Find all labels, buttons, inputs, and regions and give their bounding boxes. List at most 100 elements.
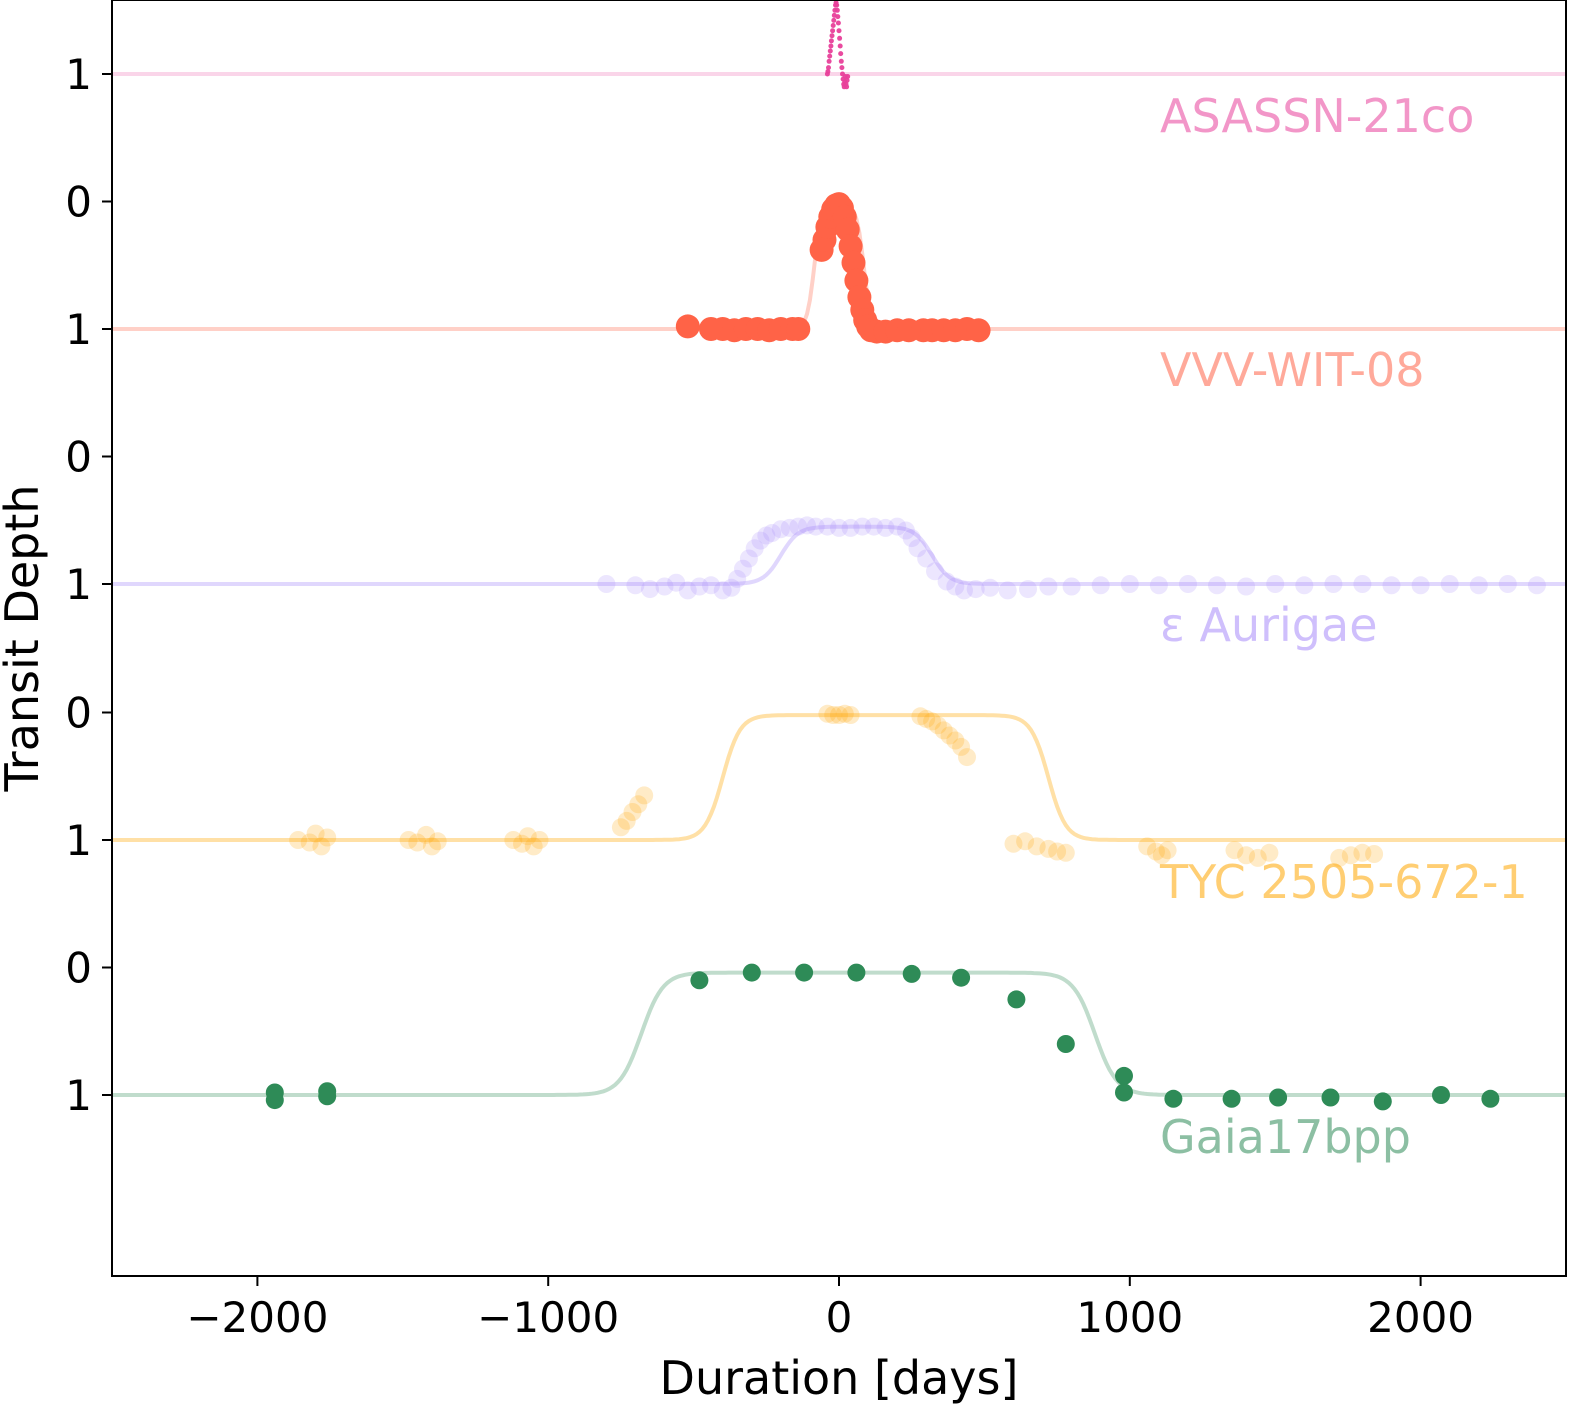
data-point	[834, 2, 840, 8]
data-point	[1353, 575, 1372, 593]
data-point	[786, 317, 811, 341]
x-tick-label: 2000	[1367, 1293, 1474, 1342]
data-point	[318, 828, 337, 847]
data-point	[1324, 575, 1343, 593]
data-point	[623, 803, 642, 821]
y-tick-label: 1	[65, 816, 92, 865]
x-tick-label: −1000	[477, 1293, 619, 1342]
data-point	[757, 526, 776, 545]
data-point	[838, 51, 844, 57]
data-point	[742, 963, 761, 982]
data-point	[1373, 1092, 1392, 1111]
data-point	[844, 77, 850, 83]
data-point	[771, 520, 790, 539]
data-point	[530, 831, 549, 849]
data-point	[952, 968, 971, 987]
data-point	[818, 704, 837, 723]
data-point	[1440, 575, 1459, 593]
data-point	[690, 577, 709, 596]
data-point	[917, 549, 936, 568]
data-point	[524, 837, 543, 856]
data-point	[1149, 576, 1168, 595]
data-point	[1411, 576, 1430, 595]
data-point	[629, 795, 648, 814]
data-point	[1330, 848, 1349, 867]
data-point	[722, 578, 741, 597]
data-point	[751, 531, 770, 550]
x-axis-ticks: −2000 −1000 0 1000 2000	[186, 1276, 1474, 1342]
series-0: ASASSN-21co	[112, 0, 1566, 143]
data-point	[981, 578, 1000, 597]
data-point	[734, 559, 752, 578]
data-point	[827, 48, 833, 54]
data-point	[504, 831, 523, 849]
data-point	[312, 837, 331, 856]
data-point	[1260, 843, 1279, 862]
series-label: TYC 2505-672-1	[1159, 855, 1528, 909]
data-point	[1432, 1086, 1450, 1104]
data-point	[896, 521, 915, 540]
data-point	[702, 576, 720, 595]
data-point	[1158, 841, 1177, 860]
data-point	[841, 518, 860, 537]
data-point	[826, 58, 832, 64]
data-point	[839, 65, 845, 71]
data-point	[318, 1087, 337, 1106]
data-point	[1039, 577, 1058, 596]
data-point	[1481, 1089, 1500, 1108]
model-curve	[112, 713, 1566, 842]
data-point	[827, 53, 833, 59]
data-point	[917, 709, 936, 728]
data-point	[844, 84, 850, 90]
data-point	[830, 28, 836, 34]
data-point	[908, 539, 927, 558]
data-point	[926, 562, 944, 581]
data-point	[265, 1083, 284, 1102]
data-point	[940, 726, 959, 745]
data-point	[834, 7, 840, 13]
data-point	[678, 581, 697, 600]
data-point	[1248, 848, 1267, 867]
data-point	[1222, 1089, 1241, 1108]
data-point	[1225, 841, 1244, 860]
data-point	[934, 721, 953, 740]
data-point	[888, 517, 907, 536]
data-point	[928, 716, 947, 735]
data-point	[1147, 842, 1165, 861]
series-label: ε Aurigae	[1160, 598, 1378, 652]
data-point	[902, 964, 921, 983]
data-point	[1341, 846, 1360, 865]
y-tick-label: 1	[65, 305, 92, 354]
data-point	[1027, 837, 1046, 856]
data-point	[1091, 576, 1110, 595]
data-point	[837, 35, 843, 41]
y-axis-ticks: 1010101010	[65, 50, 112, 1120]
data-point	[597, 575, 616, 593]
data-point	[1019, 580, 1037, 599]
y-axis-label: Transit Depth	[0, 484, 49, 792]
data-point	[675, 314, 700, 339]
data-point	[826, 65, 831, 71]
data-point	[1179, 575, 1197, 593]
data-point	[1115, 1066, 1133, 1085]
data-point	[847, 963, 866, 982]
series-panels: ASASSN-21co VVV-WIT-08 ε Aurigae TYC 2505-6…	[112, 0, 1566, 1164]
data-point	[611, 818, 630, 837]
data-point	[923, 712, 942, 731]
data-point	[1237, 577, 1256, 596]
data-point	[289, 831, 308, 849]
data-point	[836, 28, 842, 34]
data-point	[955, 581, 973, 600]
data-point	[399, 831, 418, 849]
data-point	[408, 833, 427, 852]
data-point	[1237, 846, 1256, 865]
series-1: VVV-WIT-08	[112, 192, 1566, 397]
data-point	[825, 69, 831, 74]
data-point	[713, 581, 732, 600]
data-point	[911, 707, 930, 726]
data-point	[841, 706, 860, 724]
data-point	[1152, 846, 1171, 865]
data-point	[1527, 576, 1546, 595]
data-point	[952, 737, 971, 756]
series-label: VVV-WIT-08	[1160, 343, 1425, 397]
